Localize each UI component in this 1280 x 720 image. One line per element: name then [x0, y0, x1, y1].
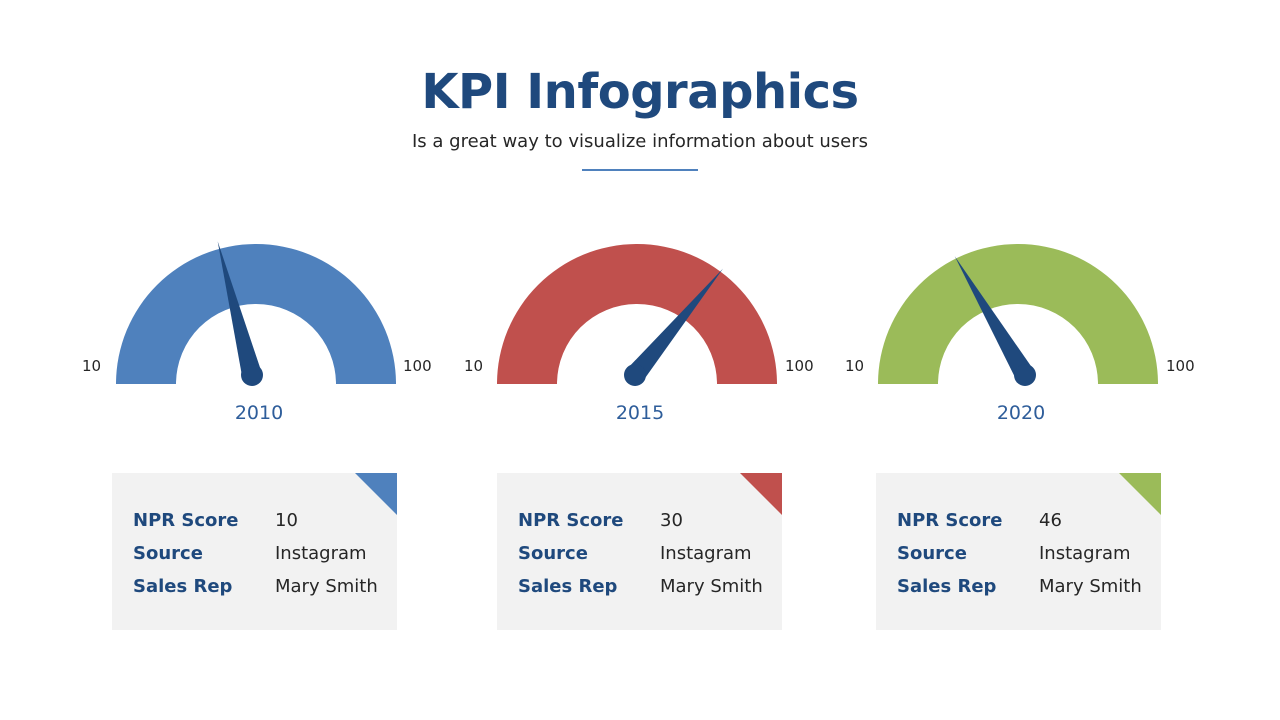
card-value: 10: [275, 510, 298, 531]
gauge-year-label: 2010: [234, 402, 284, 424]
card-row-sales-rep: Sales Rep Mary Smith: [897, 570, 1147, 603]
card-rows: NPR Score 46 Source Instagram Sales Rep …: [897, 504, 1147, 603]
gauge-needle: [627, 268, 723, 382]
card-value: Mary Smith: [1039, 576, 1142, 597]
card-row-source: Source Instagram: [897, 537, 1147, 570]
card-key: Sales Rep: [133, 576, 233, 597]
card-key: Source: [518, 543, 588, 564]
card-row-source: Source Instagram: [518, 537, 768, 570]
card-row-npr-score: NPR Score 46: [897, 504, 1147, 537]
page-subtitle: Is a great way to visualize information …: [411, 131, 868, 152]
kpi-card: NPR Score 46 Source Instagram Sales Rep …: [876, 473, 1161, 630]
card-value: 46: [1039, 510, 1062, 531]
gauge-needle-hub: [624, 364, 646, 386]
gauge-max-label: 100: [403, 357, 432, 375]
gauge-year-label: 2020: [996, 402, 1046, 424]
card-row-sales-rep: Sales Rep Mary Smith: [518, 570, 768, 603]
kpi-card: NPR Score 10 Source Instagram Sales Rep …: [112, 473, 397, 630]
card-row-source: Source Instagram: [133, 537, 383, 570]
gauge-max-label: 100: [785, 357, 814, 375]
corner-fill: [740, 473, 782, 515]
card-key: Source: [897, 543, 967, 564]
card-row-sales-rep: Sales Rep Mary Smith: [133, 570, 383, 603]
card-corner-triangle: [740, 473, 782, 515]
gauge-max-label: 100: [1166, 357, 1195, 375]
card-key: Source: [133, 543, 203, 564]
card-corner-triangle: [355, 473, 397, 515]
corner-fill: [355, 473, 397, 515]
card-row-npr-score: NPR Score 30: [518, 504, 768, 537]
gauge-min-label: 10: [464, 357, 484, 375]
gauge-min-label: 10: [82, 357, 102, 375]
card-value: 30: [660, 510, 683, 531]
card-key: Sales Rep: [518, 576, 618, 597]
gauge-needle-hub: [1014, 364, 1036, 386]
gauge-needle: [217, 241, 262, 378]
card-corner-triangle: [1119, 473, 1161, 515]
gauge-year-label: 2015: [615, 402, 665, 424]
card-key: NPR Score: [897, 510, 1003, 531]
kpi-card: NPR Score 30 Source Instagram Sales Rep …: [497, 473, 782, 630]
card-key: NPR Score: [518, 510, 624, 531]
gauge-arc: [878, 244, 1158, 384]
card-value: Instagram: [1039, 543, 1131, 564]
title-divider: [582, 169, 698, 171]
gauge-min-label: 10: [845, 357, 865, 375]
corner-fill: [1119, 473, 1161, 515]
card-key: NPR Score: [133, 510, 239, 531]
card-value: Mary Smith: [660, 576, 763, 597]
card-rows: NPR Score 10 Source Instagram Sales Rep …: [133, 504, 383, 603]
card-value: Mary Smith: [275, 576, 378, 597]
card-value: Instagram: [660, 543, 752, 564]
gauge-arc: [497, 244, 777, 384]
card-rows: NPR Score 30 Source Instagram Sales Rep …: [518, 504, 768, 603]
gauge-arc: [116, 244, 396, 384]
card-row-npr-score: NPR Score 10: [133, 504, 383, 537]
gauge-needle-hub: [241, 364, 263, 386]
page-title: KPI Infographics: [421, 64, 859, 120]
card-value: Instagram: [275, 543, 367, 564]
card-key: Sales Rep: [897, 576, 997, 597]
gauge-needle: [954, 256, 1034, 381]
